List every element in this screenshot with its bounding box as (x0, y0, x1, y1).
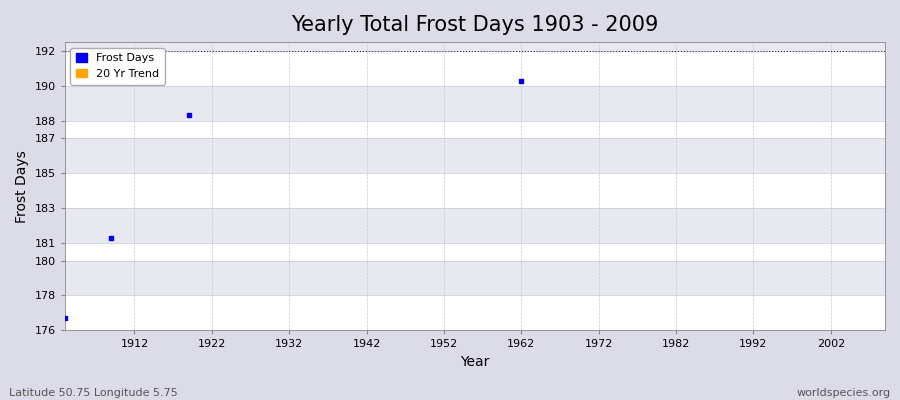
X-axis label: Year: Year (460, 355, 490, 369)
Bar (65, 86, 885, 121)
Text: worldspecies.org: worldspecies.org (796, 388, 891, 398)
Bar (65, 260, 885, 296)
Text: Latitude 50.75 Longitude 5.75: Latitude 50.75 Longitude 5.75 (9, 388, 178, 398)
Bar (65, 243, 885, 260)
Legend: Frost Days, 20 Yr Trend: Frost Days, 20 Yr Trend (70, 48, 165, 84)
Point (514, 77, 528, 84)
Bar (65, 208, 885, 243)
Point (182, 112, 196, 119)
Bar (65, 51, 885, 86)
Bar (65, 173, 885, 208)
Point (58, 315, 72, 321)
Title: Yearly Total Frost Days 1903 - 2009: Yearly Total Frost Days 1903 - 2009 (292, 15, 659, 35)
Point (104, 235, 119, 241)
Bar (65, 138, 885, 173)
Bar (65, 296, 885, 330)
Bar (65, 121, 885, 138)
Y-axis label: Frost Days: Frost Days (15, 150, 29, 223)
